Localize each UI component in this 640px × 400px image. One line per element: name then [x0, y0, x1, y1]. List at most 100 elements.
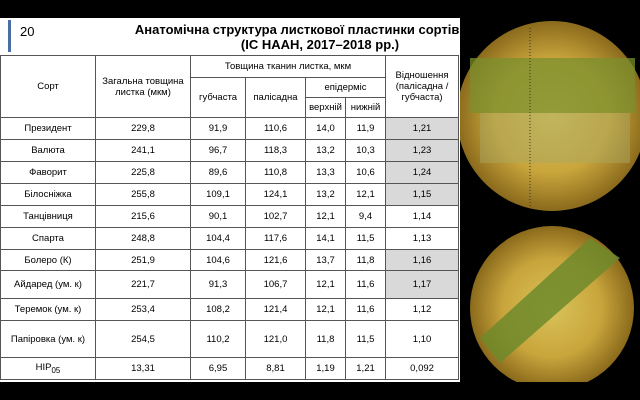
cell: 1,10: [385, 320, 460, 358]
table-row: Спарта 248,8 104,4 117,6 14,1 11,5 1,13: [0, 227, 460, 250]
cell: 14,1: [305, 227, 346, 250]
cell: 225,8: [95, 161, 191, 184]
cell: 12,1: [305, 298, 346, 321]
lsd-label: НІР: [35, 362, 52, 374]
micrographs: [460, 18, 640, 382]
leaf-tissue: [470, 58, 635, 113]
table-row: Фаворит 225,8 89,6 110,8 13,3 10,6 1,24: [0, 161, 460, 184]
title-line: Анатомічна структура листкової пластинки…: [134, 22, 506, 37]
table-row: Валюта 241,1 96,7 118,3 13,2 10,3 1,23: [0, 139, 460, 162]
cell: 110,2: [190, 320, 246, 358]
table-row: Теремок (ум. к) 253,4 108,2 121,4 12,1 11,6 1,…: [0, 298, 460, 321]
row-label: Спарта: [0, 227, 96, 250]
cell: 14,0: [305, 117, 346, 140]
table-row: Болеро (К) 251,9 104,6 121,6 13,7 11,8 1,16: [0, 249, 460, 271]
row-label: Папіровка (ум. к): [0, 320, 96, 358]
cell: 121,6: [245, 249, 306, 271]
cell: 108,2: [190, 298, 246, 321]
cell: 89,6: [190, 161, 246, 184]
cell: 13,3: [305, 161, 346, 184]
cell: 110,6: [245, 117, 306, 140]
cell: 13,2: [305, 139, 346, 162]
leaf-tissue: [480, 113, 630, 163]
header-cell: Відношення (палісадна / губчаста): [385, 55, 460, 118]
cell: 124,1: [245, 183, 306, 206]
cell: 241,1: [95, 139, 191, 162]
cell: 0,092: [385, 357, 460, 380]
row-label: Валюта: [0, 139, 96, 162]
cell: 1,16: [385, 249, 460, 271]
cell: 12,1: [344, 183, 387, 206]
cell: 91,3: [190, 270, 246, 299]
row-label: Танцівниця: [0, 205, 96, 228]
cell: 10,3: [344, 139, 387, 162]
row-label: Президент: [0, 117, 96, 140]
cell: 1,24: [385, 161, 460, 184]
table-row: НІР05 13,31 6,95 8,81 1,19 1,21 0,092: [0, 357, 460, 380]
cell: 11,5: [344, 320, 387, 358]
row-label: Теремок (ум. к): [0, 298, 96, 321]
cell: 11,8: [344, 249, 387, 271]
header-cell: нижній: [344, 97, 387, 118]
cell: 91,9: [190, 117, 246, 140]
cell: 1,13: [385, 227, 460, 250]
cell: 110,8: [245, 161, 306, 184]
row-label: Болеро (К): [0, 249, 96, 271]
cell: 9,4: [344, 205, 387, 228]
cell: 248,8: [95, 227, 191, 250]
cell: 251,9: [95, 249, 191, 271]
data-table: Сорт Загальна товщина листка (мкм) Товщи…: [0, 55, 460, 380]
table-row: Папіровка (ум. к) 254,5 110,2 121,0 11,8 11,5…: [0, 320, 460, 358]
cell: 254,5: [95, 320, 191, 358]
cell: 1,19: [305, 357, 346, 380]
cell: 96,7: [190, 139, 246, 162]
cell: 1,21: [385, 117, 460, 140]
cell: 8,81: [245, 357, 306, 380]
header-cell: палісадна: [245, 77, 306, 118]
row-label: Фаворит: [0, 161, 96, 184]
cell: 121,4: [245, 298, 306, 321]
cell: 12,1: [305, 270, 346, 299]
cell: 11,6: [344, 270, 387, 299]
accent-bar: [8, 20, 11, 52]
cell: 12,1: [305, 205, 346, 228]
lsd-subscript: 05: [51, 365, 61, 375]
table-body: Сорт Загальна товщина листка (мкм) Товщи…: [0, 55, 460, 380]
header-cell: Загальна товщина листка (мкм): [95, 55, 191, 118]
header-row: верхній нижній: [1, 97, 459, 118]
header-cell: губчаста: [190, 77, 246, 118]
header-row: губчаста палісадна епідерміс: [1, 77, 459, 118]
cell: 104,4: [190, 227, 246, 250]
header-cell: епідерміс: [304, 77, 387, 98]
cell: 6,95: [190, 357, 246, 380]
header-cell: Товщина тканин листка, мкм: [189, 55, 387, 78]
cell: 13,2: [305, 183, 346, 206]
cell: 10,6: [344, 161, 387, 184]
cell: 215,6: [95, 205, 191, 228]
cell: 1,12: [385, 298, 460, 321]
cell: 1,23: [385, 139, 460, 162]
cell: 221,7: [95, 270, 191, 299]
cell: 255,8: [95, 183, 191, 206]
cell: 102,7: [245, 205, 306, 228]
cell: 1,15: [385, 183, 460, 206]
header-cell: Сорт: [0, 55, 96, 118]
cell: 1,21: [344, 357, 387, 380]
cell: 1,17: [385, 270, 460, 299]
cell: 90,1: [190, 205, 246, 228]
cell: 104,6: [190, 249, 246, 271]
cell: 121,0: [245, 320, 306, 358]
slide-number: 20: [20, 24, 35, 39]
header-row: Сорт Загальна товщина листка (мкм) Товщи…: [0, 55, 460, 118]
row-label: Білосніжка: [0, 183, 96, 206]
cell: 253,4: [95, 298, 191, 321]
cell: 229,8: [95, 117, 191, 140]
table-row: Президент 229,8 91,9 110,6 14,0 11,9 1,21: [0, 117, 460, 140]
cell: 11,6: [344, 298, 387, 321]
cell: 117,6: [245, 227, 306, 250]
cell: 118,3: [245, 139, 306, 162]
header-cell: верхній: [305, 97, 346, 118]
cell: 11,5: [344, 227, 387, 250]
row-label: НІР05: [0, 357, 96, 380]
cell: 106,7: [245, 270, 306, 299]
